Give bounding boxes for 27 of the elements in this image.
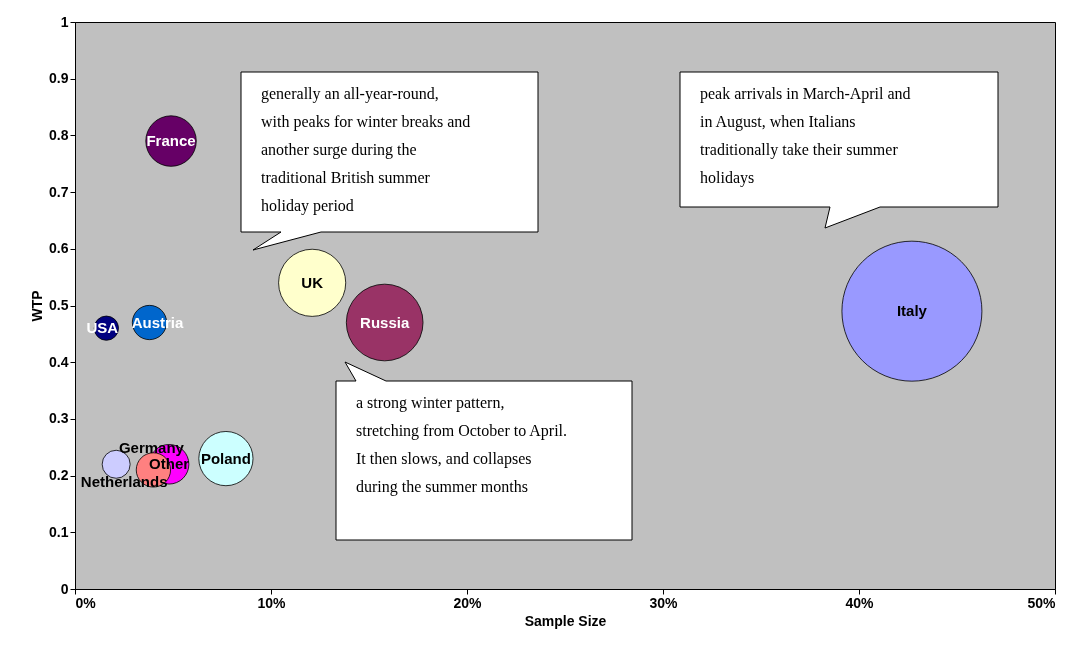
x-tick-label: 0% xyxy=(75,594,97,611)
annotation: peak arrivals in March-April and in August, when Italians traditionally take their summer holidays xyxy=(700,85,911,187)
series-label: France xyxy=(146,132,196,150)
x-tick-label: 10% xyxy=(257,594,287,611)
y-tick-label: 0.8 xyxy=(49,126,69,143)
series-label: Russia xyxy=(360,313,410,331)
series-label: Italy xyxy=(896,302,928,320)
y-axis-title: WTP xyxy=(29,290,46,322)
y-tick-label: 0.6 xyxy=(49,240,69,257)
y-tick-label: 0.1 xyxy=(49,523,69,540)
y-tick-label: 0.4 xyxy=(49,353,69,370)
series-label: UK xyxy=(301,273,324,291)
series-label: Poland xyxy=(200,449,251,467)
y-tick-label: 0.2 xyxy=(49,467,69,484)
x-tick-label: 50% xyxy=(1027,594,1057,611)
y-tick-label: 0.3 xyxy=(49,410,69,427)
y-tick-label: 0.7 xyxy=(49,183,69,200)
y-tick-label: 1 xyxy=(60,13,69,30)
annotation: a strong winter pattern, stretching from October to April. It then slows, and collapses during the summer months xyxy=(356,394,568,496)
y-tick-label: 0 xyxy=(60,580,69,597)
x-tick-label: 40% xyxy=(845,594,875,611)
annotation: generally an all-year-round, with peaks for winter breaks and another surge during the traditional British summer holiday period xyxy=(261,85,471,215)
x-axis-title: Sample Size xyxy=(524,612,607,629)
x-tick-label: 30% xyxy=(649,594,679,611)
y-tick-label: 0.9 xyxy=(49,70,69,87)
y-tick-label: 0.5 xyxy=(49,297,69,313)
x-tick-label: 20% xyxy=(453,594,483,611)
